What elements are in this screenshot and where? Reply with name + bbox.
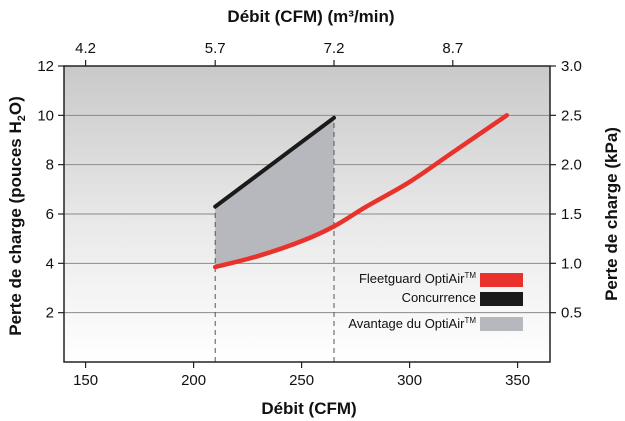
top-tick-label-5.7: 5.7 <box>205 40 226 57</box>
y-tick-label-8: 8 <box>46 157 54 174</box>
right-tick-label-2.0: 2.0 <box>561 157 582 174</box>
bottom-axis-title: Débit (CFM) <box>261 399 356 418</box>
left-axis-title-subscript: 2 <box>16 115 28 121</box>
top-tick-label-8.7: 8.7 <box>442 40 463 57</box>
x-tick-label-150: 150 <box>73 372 98 389</box>
legend-label-advantage: Avantage du OptiAirTM <box>348 316 476 331</box>
y-tick-label-4: 4 <box>46 255 54 272</box>
right-tick-label-2.5: 2.5 <box>561 107 582 124</box>
advantage-area <box>215 117 334 268</box>
left-axis-title-main: Perte de charge (pouces H <box>6 121 25 335</box>
left-axis-title: Perte de charge (pouces H2O) <box>6 96 28 335</box>
top-tick-label-4.2: 4.2 <box>75 40 96 57</box>
right-tick-label-3.0: 3.0 <box>561 58 582 75</box>
right-tick-label-1.5: 1.5 <box>561 206 582 223</box>
legend-label-advantage-tm: TM <box>464 316 476 325</box>
reference-lines <box>214 117 335 362</box>
right-axis-title: Perte de charge (kPa) <box>602 127 621 301</box>
optiair-line <box>212 113 510 270</box>
legend: Fleetguard OptiAirTM Concurrence Avantag… <box>348 271 523 331</box>
y-tick-label-6: 6 <box>46 206 54 223</box>
y-tick-label-12: 12 <box>37 58 54 75</box>
x-tick-label-350: 350 <box>505 372 530 389</box>
competitor-line <box>213 115 336 209</box>
legend-swatch-concurrence <box>480 292 523 306</box>
y-tick-label-2: 2 <box>46 305 54 322</box>
legend-label-optiair-text: Fleetguard OptiAir <box>359 271 465 286</box>
top-tick-labels: 4.2 5.7 7.2 8.7 <box>75 40 463 57</box>
x-tick-label-200: 200 <box>181 372 206 389</box>
axis-ticks <box>58 60 556 368</box>
top-axis-title: Débit (CFM) (m³/min) <box>227 7 394 26</box>
right-tick-label-0.5: 0.5 <box>561 305 582 322</box>
legend-label-advantage-text: Avantage du OptiAir <box>348 316 465 331</box>
y-tick-labels: 2 4 6 8 10 12 <box>37 58 54 322</box>
right-tick-labels: 0.5 1.0 1.5 2.0 2.5 3.0 <box>561 58 582 322</box>
legend-swatch-advantage <box>480 317 523 331</box>
y-tick-label-10: 10 <box>37 107 54 124</box>
legend-label-concurrence: Concurrence <box>402 290 476 305</box>
right-tick-label-1.0: 1.0 <box>561 255 582 272</box>
legend-label-optiair-tm: TM <box>464 271 476 280</box>
legend-label-optiair: Fleetguard OptiAirTM <box>359 271 476 286</box>
x-tick-label-300: 300 <box>397 372 422 389</box>
left-axis-title-end: O) <box>6 96 25 115</box>
top-tick-label-7.2: 7.2 <box>324 40 345 57</box>
x-tick-label-250: 250 <box>289 372 314 389</box>
legend-swatch-optiair <box>480 273 523 287</box>
x-tick-labels: 150 200 250 300 350 <box>73 372 530 389</box>
